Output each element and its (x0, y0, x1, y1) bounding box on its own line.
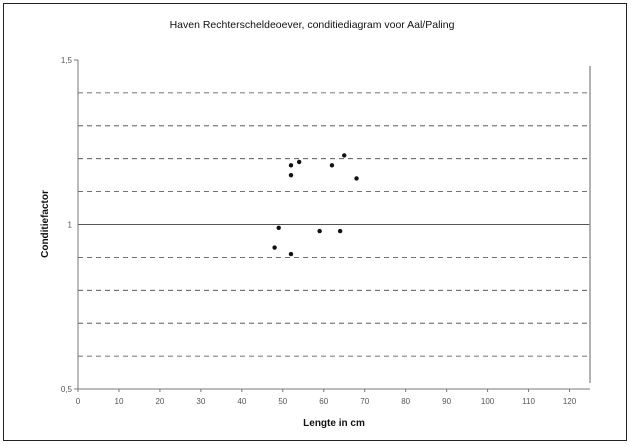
data-point (296, 159, 302, 165)
x-tick-label: 70 (360, 397, 369, 406)
x-axis-label: Lengte in cm (303, 418, 365, 429)
data-point (354, 176, 359, 181)
y-tick-label: 1 (68, 221, 73, 230)
x-tick-label: 80 (401, 397, 410, 406)
data-point (337, 228, 343, 234)
x-tick-label: 50 (278, 397, 287, 406)
x-tick-label: 0 (76, 397, 81, 406)
chart-title: Haven Rechterscheldeoever, conditiediagr… (170, 19, 455, 31)
axes (74, 59, 591, 390)
x-tick-label: 30 (196, 397, 205, 406)
data-point (288, 163, 294, 168)
y-axis-label: Conditiefactor (40, 190, 51, 258)
grid-lines (78, 92, 590, 357)
data-point (276, 225, 281, 230)
data-point (342, 153, 347, 158)
x-tick-labels: 0 10 20 30 40 50 60 70 80 90 100 110 120 (76, 389, 577, 406)
y-tick-label: 1,5 (61, 56, 73, 65)
x-tick-label: 90 (442, 397, 451, 406)
x-tick-label: 110 (522, 397, 535, 406)
data-point (272, 245, 277, 250)
y-tick-label: 0,5 (61, 385, 73, 394)
data-point (288, 172, 294, 178)
x-tick-label: 20 (155, 397, 164, 406)
chart-frame (3, 3, 627, 441)
data-point (317, 228, 322, 234)
data-point (288, 251, 294, 257)
x-tick-label: 40 (237, 397, 246, 406)
data-point (329, 163, 335, 168)
x-tick-label: 100 (481, 397, 495, 406)
y-tick-labels: 0,5 1 1,5 (61, 56, 73, 394)
data-points (272, 153, 359, 257)
x-tick-label: 120 (563, 397, 577, 406)
x-tick-label: 10 (115, 397, 124, 406)
x-tick-label: 60 (319, 397, 328, 406)
